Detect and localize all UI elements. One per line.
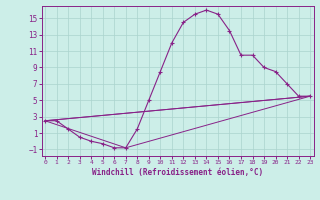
X-axis label: Windchill (Refroidissement éolien,°C): Windchill (Refroidissement éolien,°C) — [92, 168, 263, 177]
